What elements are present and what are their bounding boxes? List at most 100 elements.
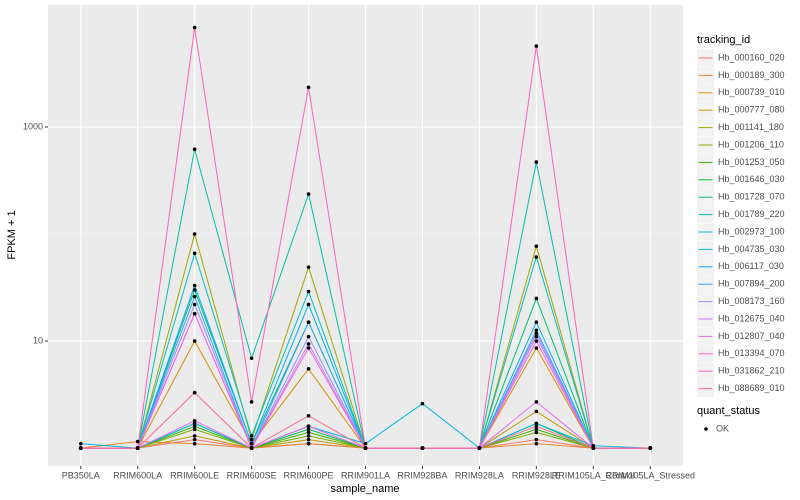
data-point (249, 434, 254, 438)
data-point (534, 328, 539, 333)
data-point (192, 418, 197, 423)
data-point (306, 289, 311, 294)
data-point (192, 294, 197, 299)
legend-label: Hb_004735_030 (718, 244, 785, 254)
x-tick-label: RRIM105LA_Stressed (605, 470, 695, 480)
data-point (135, 446, 140, 450)
legend-label: Hb_002973_100 (718, 226, 785, 236)
legend-label: Hb_001646_030 (718, 174, 785, 184)
x-tick-label: PB350LA (62, 470, 100, 480)
data-point (648, 446, 653, 450)
data-point (192, 25, 197, 30)
data-point (192, 390, 197, 395)
legend-label: Hb_008173_160 (718, 296, 785, 306)
data-point (306, 334, 311, 339)
legend-label: Hb_001728_070 (718, 192, 785, 202)
legend-label: Hb_012807_040 (718, 331, 785, 341)
data-point (78, 446, 83, 450)
y-tick-label: 1000 (23, 121, 43, 131)
y-tick-label: 10 (33, 335, 43, 345)
data-point (192, 441, 197, 446)
legend-label: Hb_007894_200 (718, 279, 785, 289)
x-tick-label: RRIM105LA_Control (552, 470, 635, 480)
legend-label: Hb_013394_070 (718, 348, 785, 358)
legend-label: OK (716, 423, 729, 433)
data-point (306, 441, 311, 446)
data-point (306, 414, 311, 418)
legend-label: Hb_000189_300 (718, 70, 785, 80)
data-point (534, 430, 539, 435)
data-point (534, 339, 539, 343)
data-point (534, 400, 539, 404)
data-point (534, 44, 539, 48)
x-axis-title: sample_name (330, 483, 399, 495)
data-point (306, 427, 311, 432)
data-point (192, 434, 197, 438)
legend-label: Hb_000777_080 (718, 105, 785, 115)
data-point (306, 430, 311, 435)
data-point (534, 437, 539, 442)
data-point (534, 424, 539, 429)
data-point (306, 434, 311, 438)
data-point (249, 356, 254, 361)
data-point (249, 441, 254, 446)
data-point (192, 251, 197, 256)
data-point (249, 446, 254, 450)
x-tick-label: RRIM928BA (397, 470, 447, 480)
data-point (306, 85, 311, 90)
data-point (534, 409, 539, 414)
legend-title: quant_status (697, 405, 760, 417)
data-point (306, 367, 311, 371)
data-point (534, 320, 539, 325)
data-point (192, 288, 197, 292)
data-point (534, 441, 539, 446)
data-point (249, 400, 254, 404)
legend-label: Hb_001141_180 (718, 122, 784, 132)
data-point (192, 421, 197, 426)
data-point (249, 437, 254, 442)
legend-label: Hb_001253_050 (718, 157, 785, 167)
data-point (477, 446, 482, 450)
x-tick-label: RRIM600LA (113, 470, 162, 480)
data-point (192, 427, 197, 432)
data-point (534, 255, 539, 259)
x-tick-label: RRIM928LE (512, 470, 561, 480)
data-point (192, 437, 197, 442)
data-point (306, 437, 311, 442)
x-tick-label: RRIM600LE (170, 470, 219, 480)
data-point (78, 441, 83, 446)
legend-label: Hb_000739_010 (718, 87, 785, 97)
data-point (306, 424, 311, 429)
data-point (192, 147, 197, 152)
data-point (192, 302, 197, 307)
x-tick-label: RRIM600SE (227, 470, 277, 480)
data-point (420, 446, 425, 450)
data-point (363, 441, 368, 446)
legend-label: Hb_001789_220 (718, 209, 785, 219)
data-point (306, 342, 311, 346)
x-tick-label: RRIM901LA (341, 470, 390, 480)
data-point (534, 334, 539, 339)
data-point (534, 421, 539, 426)
data-point (534, 427, 539, 432)
data-point (192, 339, 197, 343)
data-point (306, 302, 311, 307)
data-point (534, 296, 539, 301)
legend-label: Hb_088689_010 (718, 383, 785, 393)
data-point (192, 232, 197, 236)
x-tick-label: RRIM600PE (284, 470, 334, 480)
data-point (534, 160, 539, 164)
legend-label: Hb_000160_020 (718, 52, 785, 62)
data-point (306, 265, 311, 269)
legend-key (704, 427, 708, 431)
y-axis-title: FPKM + 1 (6, 210, 18, 259)
legend-label: Hb_006117_030 (718, 261, 784, 271)
data-point (135, 439, 140, 444)
legend-title: tracking_id (697, 34, 750, 46)
legend-label: Hb_012675_040 (718, 313, 785, 323)
data-point (192, 311, 197, 316)
data-point (306, 320, 311, 325)
data-point (192, 283, 197, 288)
legend-label: Hb_001206_110 (718, 139, 784, 149)
